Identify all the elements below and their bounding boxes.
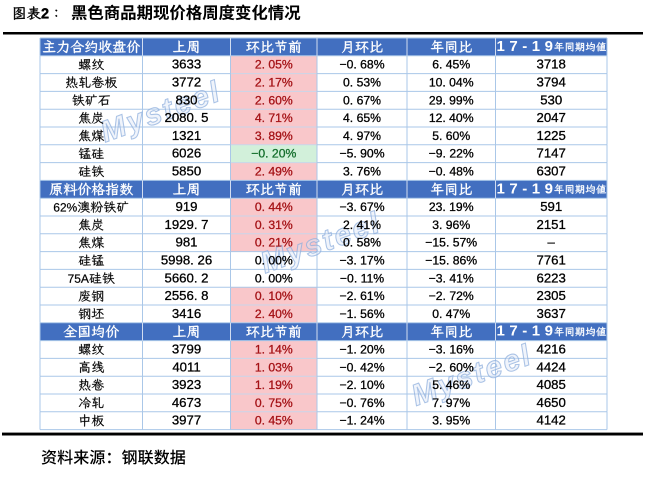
svg-text:1321: 1321 <box>172 128 201 143</box>
svg-text:3772: 3772 <box>172 75 201 90</box>
svg-text:3. 76%: 3. 76% <box>343 165 381 179</box>
svg-text:−15. 86%: −15. 86% <box>425 254 477 268</box>
svg-text:−2. 61%: −2. 61% <box>339 289 384 303</box>
svg-text:−0. 48%: −0. 48% <box>429 165 474 179</box>
svg-text:3794: 3794 <box>537 75 566 90</box>
svg-text:29. 99%: 29. 99% <box>429 93 474 107</box>
svg-text:17-19: 17-19 <box>497 323 554 340</box>
svg-text:7761: 7761 <box>537 253 566 268</box>
svg-text:−0. 42%: −0. 42% <box>339 360 384 374</box>
svg-text:−1. 24%: −1. 24% <box>339 414 384 428</box>
svg-text:−9. 22%: −9. 22% <box>429 147 474 161</box>
svg-text:530: 530 <box>540 92 562 107</box>
svg-text:2151: 2151 <box>537 217 566 232</box>
svg-text:591: 591 <box>540 199 562 214</box>
svg-text:3923: 3923 <box>172 377 201 392</box>
svg-text:3718: 3718 <box>537 57 566 72</box>
svg-text:2556. 8: 2556. 8 <box>165 288 209 303</box>
svg-text:5. 46%: 5. 46% <box>432 378 470 392</box>
svg-text:830: 830 <box>175 92 197 107</box>
svg-text:6. 45%: 6. 45% <box>432 58 470 72</box>
svg-text:4673: 4673 <box>172 395 201 410</box>
svg-text:1929. 7: 1929. 7 <box>165 217 209 232</box>
svg-text:−1. 20%: −1. 20% <box>339 343 384 357</box>
svg-text:0. 67%: 0. 67% <box>343 93 381 107</box>
svg-text:−0. 68%: −0. 68% <box>339 58 384 72</box>
svg-text:3633: 3633 <box>172 57 201 72</box>
svg-text:0. 31%: 0. 31% <box>255 218 293 232</box>
svg-text:0. 58%: 0. 58% <box>343 236 381 250</box>
svg-text:4. 71%: 4. 71% <box>255 111 293 125</box>
svg-text:2. 49%: 2. 49% <box>255 165 293 179</box>
svg-text:1. 19%: 1. 19% <box>255 378 293 392</box>
svg-text:6307: 6307 <box>537 164 566 179</box>
svg-text:2. 60%: 2. 60% <box>255 93 293 107</box>
svg-text:−3. 17%: −3. 17% <box>339 254 384 268</box>
svg-text:4011: 4011 <box>172 359 200 374</box>
svg-text:17-19: 17-19 <box>497 180 554 197</box>
svg-text:2080. 5: 2080. 5 <box>165 110 209 125</box>
svg-text:4216: 4216 <box>537 342 566 357</box>
svg-text:1225: 1225 <box>537 128 566 143</box>
svg-text:0. 44%: 0. 44% <box>255 200 293 214</box>
svg-text:−1. 56%: −1. 56% <box>339 307 384 321</box>
svg-text:7147: 7147 <box>537 146 566 161</box>
svg-text:1. 03%: 1. 03% <box>255 360 293 374</box>
svg-text:7. 97%: 7. 97% <box>432 396 470 410</box>
svg-text:17-19: 17-19 <box>497 38 554 55</box>
svg-text:3637: 3637 <box>537 306 566 321</box>
svg-text:0. 10%: 0. 10% <box>255 289 293 303</box>
svg-text:−3. 41%: −3. 41% <box>429 271 474 285</box>
svg-text:2. 41%: 2. 41% <box>343 218 381 232</box>
svg-text:−2. 72%: −2. 72% <box>429 289 474 303</box>
svg-text:−15. 57%: −15. 57% <box>425 236 477 250</box>
svg-text:−3. 67%: −3. 67% <box>339 200 384 214</box>
svg-text:981: 981 <box>175 235 197 250</box>
svg-text:4. 65%: 4. 65% <box>343 111 381 125</box>
svg-text:−2. 10%: −2. 10% <box>339 378 384 392</box>
svg-text:−5. 90%: −5. 90% <box>339 147 384 161</box>
svg-text:919: 919 <box>175 199 197 214</box>
svg-text:4142: 4142 <box>537 413 566 428</box>
svg-text:1. 14%: 1. 14% <box>255 343 293 357</box>
svg-text:−0. 20%: −0. 20% <box>251 147 296 161</box>
svg-text:4. 97%: 4. 97% <box>343 129 381 143</box>
svg-text:12. 40%: 12. 40% <box>429 111 474 125</box>
svg-text:3. 89%: 3. 89% <box>255 129 293 143</box>
svg-text:5660. 2: 5660. 2 <box>165 270 209 285</box>
svg-text:0. 45%: 0. 45% <box>255 414 293 428</box>
svg-text:2. 40%: 2. 40% <box>255 307 293 321</box>
svg-text:2. 17%: 2. 17% <box>255 76 293 90</box>
svg-text:10. 04%: 10. 04% <box>429 76 474 90</box>
svg-text:3799: 3799 <box>172 342 201 357</box>
svg-text:6223: 6223 <box>537 270 566 285</box>
svg-text:0. 47%: 0. 47% <box>432 307 470 321</box>
svg-text:2. 05%: 2. 05% <box>255 58 293 72</box>
svg-text:23. 19%: 23. 19% <box>429 200 474 214</box>
svg-text:3. 95%: 3. 95% <box>432 414 470 428</box>
svg-text:2047: 2047 <box>537 110 566 125</box>
svg-text:3977: 3977 <box>172 413 201 428</box>
svg-text:0. 53%: 0. 53% <box>343 76 381 90</box>
svg-text:−3. 16%: −3. 16% <box>429 343 474 357</box>
svg-text:2305: 2305 <box>537 288 566 303</box>
svg-text:−0. 11%: −0. 11% <box>340 271 384 285</box>
svg-text:5850: 5850 <box>172 164 201 179</box>
svg-text:5. 60%: 5. 60% <box>432 129 470 143</box>
svg-text:3416: 3416 <box>172 306 201 321</box>
svg-text:4650: 4650 <box>537 395 566 410</box>
svg-text:−0. 76%: −0. 76% <box>339 396 384 410</box>
svg-text:6026: 6026 <box>172 146 201 161</box>
svg-text:0. 75%: 0. 75% <box>255 396 293 410</box>
svg-text:4085: 4085 <box>537 377 566 392</box>
svg-text:3. 96%: 3. 96% <box>432 218 470 232</box>
svg-text:5998. 26: 5998. 26 <box>161 253 212 268</box>
svg-text:−2. 60%: −2. 60% <box>429 360 474 374</box>
svg-text:0. 00%: 0. 00% <box>255 254 293 268</box>
svg-text:0. 21%: 0. 21% <box>255 236 293 250</box>
svg-text:4424: 4424 <box>537 359 566 374</box>
svg-text:–: – <box>548 235 556 250</box>
svg-text:0. 00%: 0. 00% <box>255 271 293 285</box>
